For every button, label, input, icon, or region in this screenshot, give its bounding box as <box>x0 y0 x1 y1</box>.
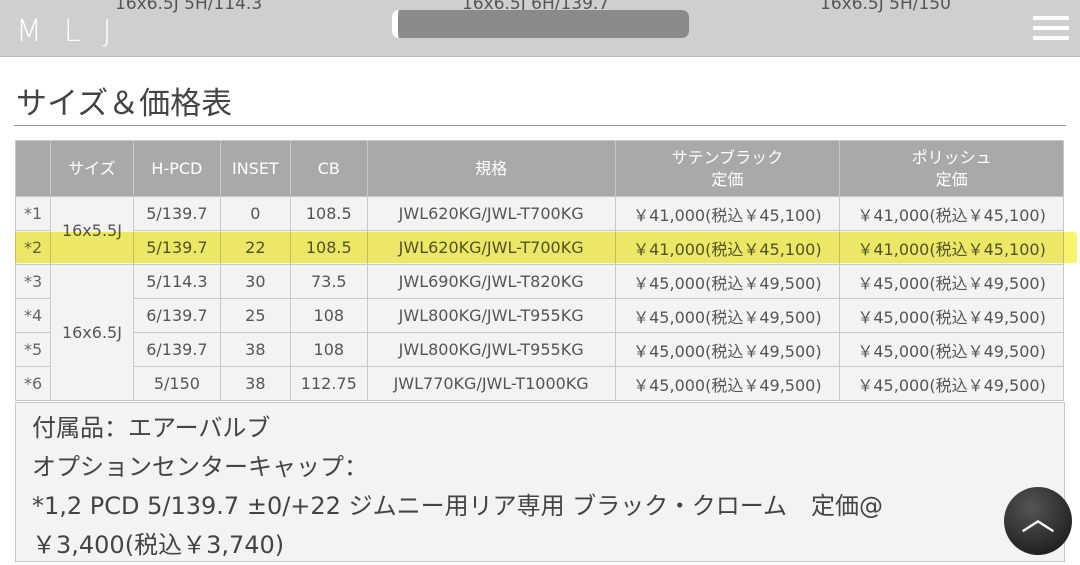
cell-satin: ￥45,000(税込￥49,500) <box>614 366 841 401</box>
note-line: *1,2 PCD 5/139.7 ±0/+22 ジムニー用リア専用 ブラック・ク… <box>32 492 883 520</box>
cell-num: *4 <box>15 298 51 333</box>
cell-spec: JWL690KG/JWL-T820KG <box>366 264 616 299</box>
hamburger-menu-icon[interactable] <box>1033 16 1069 40</box>
cell-num: *5 <box>15 332 51 367</box>
table-row: *3 16x6.5J 5/114.3 30 73.5 JWL690KG/JWL-T820K… <box>15 264 1064 401</box>
top-nav-bar: 16x6.5J 5H/114.3 16x6.5J 6H/139.7 16x6.5… <box>0 0 1080 57</box>
cell-pcd: 6/139.7 <box>132 298 221 333</box>
table-row: *1 16x5.5J 5/139.7 0 108.5 JWL620KG/JWL-T700K… <box>15 196 1064 265</box>
cell-satin: ￥41,000(税込￥45,100) <box>614 196 841 231</box>
column-header: 規格 <box>366 140 616 197</box>
note-line: 付属品：エアーバルブ <box>32 414 271 442</box>
table-row: *5 6/139.7 38 108 JWL800KG/JWL-T955KG ￥45,000… <box>15 332 1064 367</box>
cell-polish: ￥45,000(税込￥49,500) <box>839 366 1064 401</box>
table-row: *6 5/150 38 112.75 JWL770KG/JWL-T1000KG ￥45,0… <box>15 366 1064 401</box>
cell-cb: 108.5 <box>289 196 368 231</box>
cell-spec: JWL770KG/JWL-T1000KG <box>366 366 616 401</box>
cell-pcd: 5/139.7 <box>132 196 221 231</box>
cell-pcd: 5/114.3 <box>132 264 221 299</box>
cell-cb: 73.5 <box>289 264 368 299</box>
peek-text: 16x6.5J 5H/114.3 <box>115 0 263 14</box>
highlight-marker <box>15 232 1077 263</box>
cell-num: *3 <box>15 264 51 299</box>
cell-polish: ￥41,000(税込￥45,100) <box>839 196 1064 231</box>
cell-num: *6 <box>15 366 51 401</box>
column-header: H-PCD <box>132 140 221 197</box>
mlj-logo[interactable]: MLJ <box>16 14 134 49</box>
cell-cb: 108 <box>289 332 368 367</box>
cell-satin: ￥45,000(税込￥49,500) <box>614 332 841 367</box>
table-row: *4 6/139.7 25 108 JWL800KG/JWL-T955KG ￥45,000… <box>15 298 1064 333</box>
cell-spec: JWL800KG/JWL-T955KG <box>366 332 616 367</box>
note-line: ￥3,400(税込￥3,740) <box>32 531 285 559</box>
cell-num: *1 <box>15 196 51 231</box>
cell-satin: ￥45,000(税込￥49,500) <box>614 298 841 333</box>
peek-text: 16x6.5J 5H/150 <box>820 0 951 14</box>
notes-box: 付属品：エアーバルブ オプションセンターキャップ： *1,2 PCD 5/139… <box>15 402 1065 562</box>
divider <box>14 125 1066 126</box>
page-title: サイズ＆価格表 <box>16 86 233 122</box>
note-line: オプションセンターキャップ： <box>32 453 368 481</box>
cell-spec: JWL800KG/JWL-T955KG <box>366 298 616 333</box>
cell-inset: 30 <box>219 264 291 299</box>
column-header <box>15 140 51 197</box>
column-header: CB <box>289 140 368 197</box>
column-header: ポリッシュ 定価 <box>839 140 1064 197</box>
column-header: サイズ <box>49 140 134 197</box>
cell-polish: ￥45,000(税込￥49,500) <box>839 298 1064 333</box>
scroll-to-top-button[interactable]: ︿ <box>1004 487 1072 555</box>
size-price-table: サイズ H-PCD INSET CB 規格 サテンブラック 定価 ポリッシュ 定価 *1 16… <box>15 140 1064 401</box>
cell-pcd: 5/150 <box>132 366 221 401</box>
cell-inset: 38 <box>219 366 291 401</box>
address-bar[interactable] <box>392 10 689 38</box>
cell-satin: ￥45,000(税込￥49,500) <box>614 264 841 299</box>
cell-inset: 38 <box>219 332 291 367</box>
cell-size: 16x6.5J <box>49 264 134 401</box>
cell-polish: ￥45,000(税込￥49,500) <box>839 332 1064 367</box>
cell-spec: JWL620KG/JWL-T700KG <box>366 196 616 231</box>
cell-cb: 112.75 <box>289 366 368 401</box>
column-header: サテンブラック 定価 <box>614 140 841 197</box>
cell-polish: ￥45,000(税込￥49,500) <box>839 264 1064 299</box>
cell-inset: 25 <box>219 298 291 333</box>
cell-pcd: 6/139.7 <box>132 332 221 367</box>
cell-cb: 108 <box>289 298 368 333</box>
cell-inset: 0 <box>219 196 291 231</box>
column-header: INSET <box>219 140 291 197</box>
